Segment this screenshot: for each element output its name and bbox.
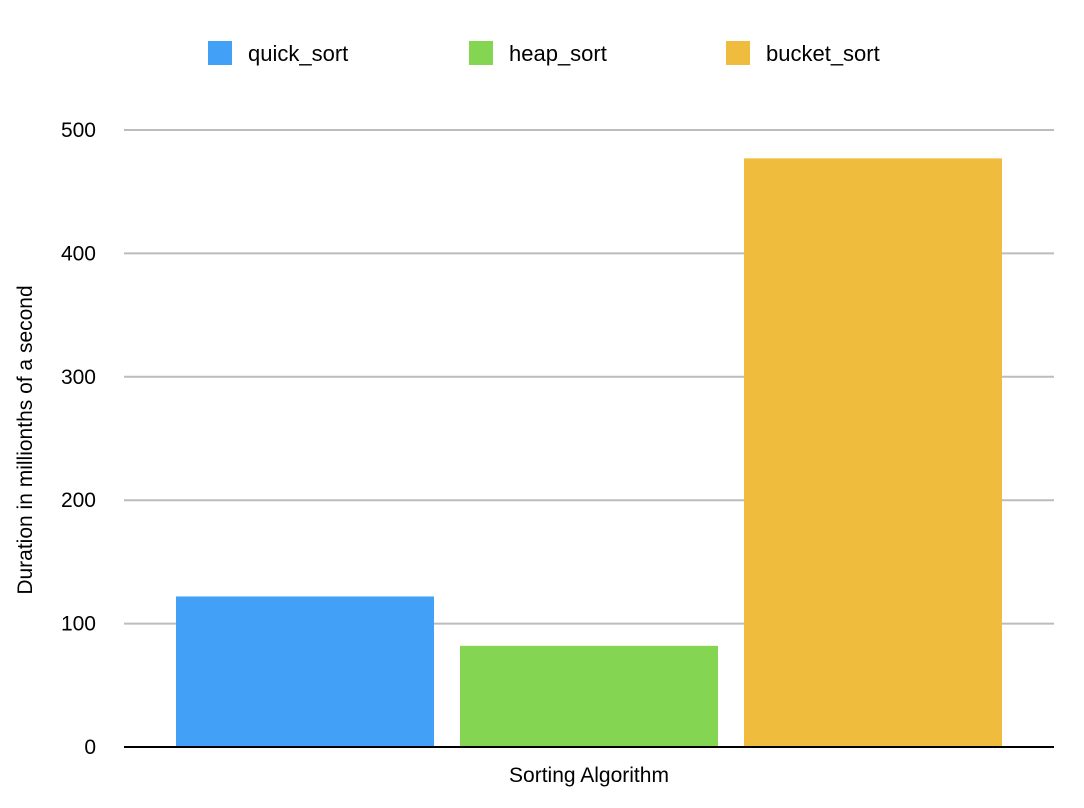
y-tick-label: 500 <box>61 119 96 142</box>
y-tick-label: 0 <box>84 736 96 759</box>
y-tick-label: 100 <box>61 613 96 636</box>
chart-legend: quick_sort heap_sort bucket_sort <box>208 41 880 66</box>
chart-bars <box>176 158 1002 747</box>
x-axis-title: Sorting Algorithm <box>509 764 669 787</box>
y-axis-ticks: 0 100 200 300 400 500 <box>61 119 96 759</box>
y-axis-title: Duration in millionths of a second <box>14 285 37 594</box>
bar-heap-sort <box>460 645 718 747</box>
y-tick-label: 200 <box>61 489 96 512</box>
y-tick-label: 400 <box>61 242 96 265</box>
y-tick-label: 300 <box>61 366 96 389</box>
legend-label-quick-sort: quick_sort <box>248 41 348 66</box>
bar-quick-sort <box>176 596 434 747</box>
legend-swatch-heap-sort <box>469 41 493 65</box>
legend-label-bucket-sort: bucket_sort <box>766 41 880 66</box>
legend-swatch-bucket-sort <box>726 41 750 65</box>
legend-swatch-quick-sort <box>208 41 232 65</box>
legend-label-heap-sort: heap_sort <box>509 41 607 66</box>
bar-bucket-sort <box>744 158 1002 747</box>
